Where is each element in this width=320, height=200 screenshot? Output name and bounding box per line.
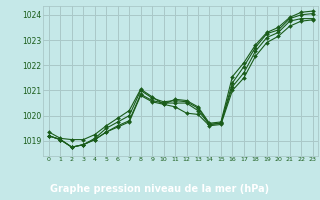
Text: Graphe pression niveau de la mer (hPa): Graphe pression niveau de la mer (hPa) [51, 184, 269, 194]
